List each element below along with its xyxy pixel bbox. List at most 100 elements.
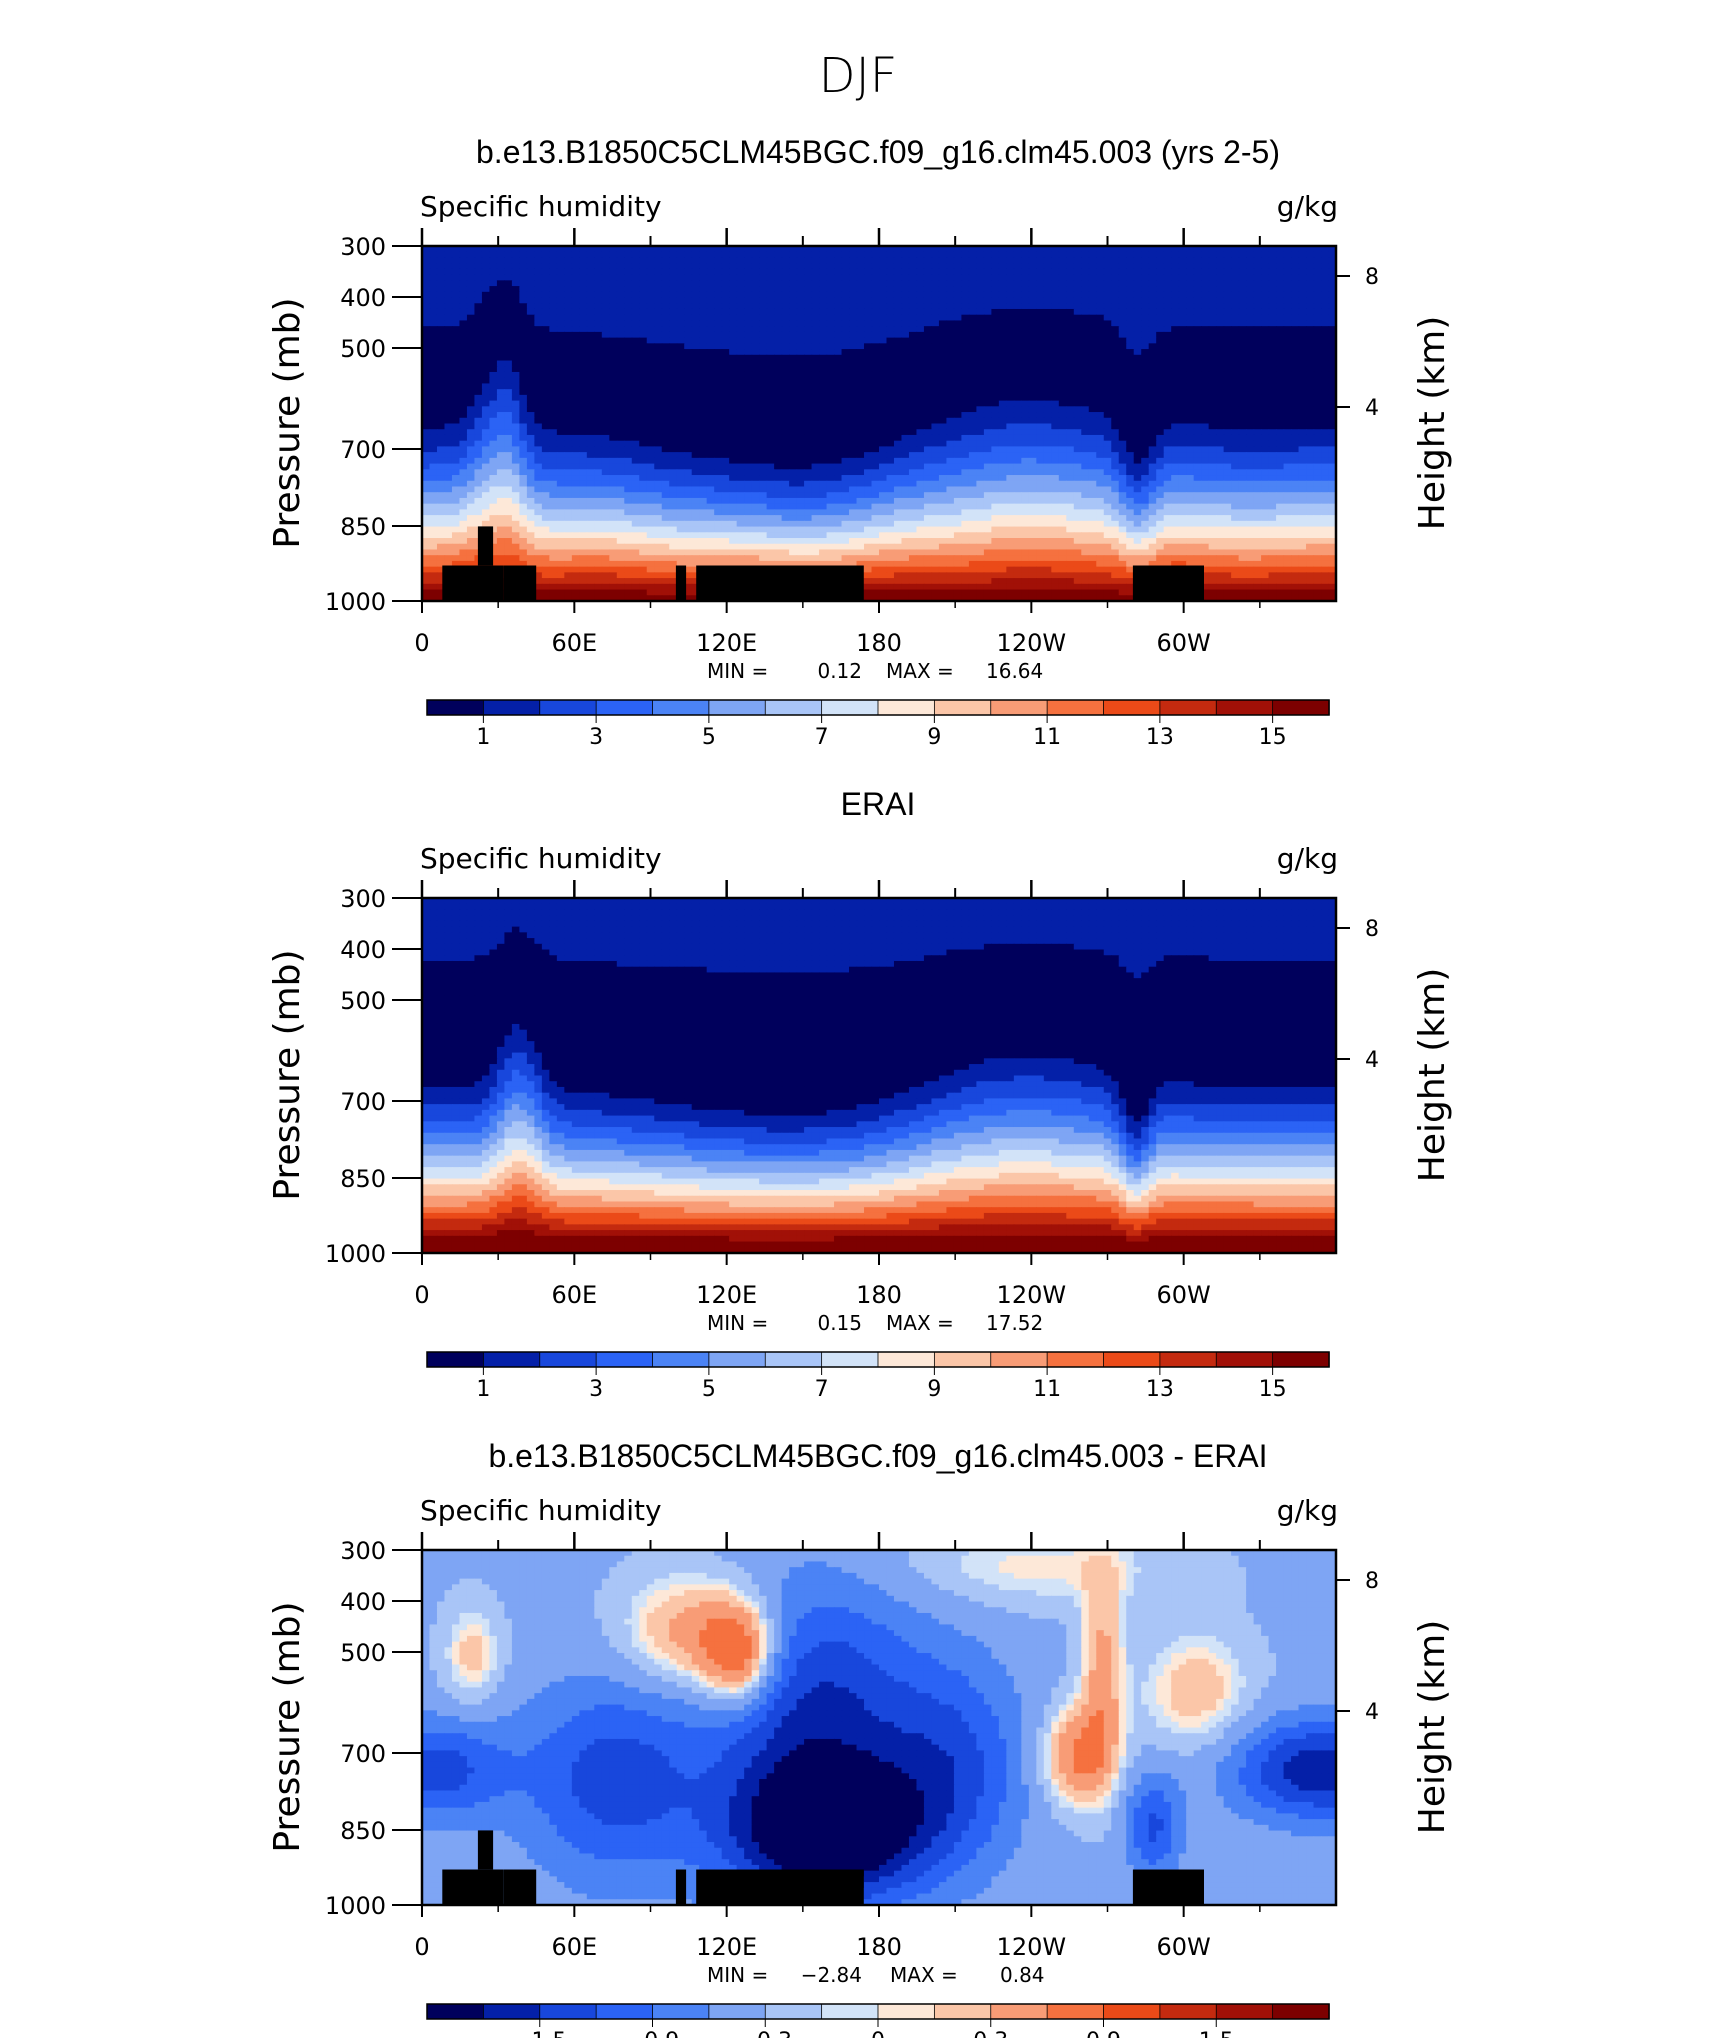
contour-cell: [639, 326, 648, 333]
contour-cell: [541, 463, 550, 470]
contour-cell: [496, 429, 506, 436]
contour-cell: [1328, 268, 1336, 276]
contour-cell: [1276, 440, 1285, 448]
contour-cell: [998, 394, 1007, 402]
contour-cell: [931, 286, 940, 293]
contour-cell: [706, 354, 715, 362]
contour-cell: [1298, 268, 1307, 276]
contour-cell: [953, 268, 963, 276]
contour-cell: [1021, 280, 1030, 287]
contour-cell: [1298, 412, 1307, 419]
contour-cell: [871, 349, 880, 356]
contour-cell: [729, 452, 738, 459]
contour-cell: [841, 406, 850, 413]
contour-cell: [976, 371, 985, 379]
contour-cell: [1261, 320, 1270, 327]
contour-cell: [1111, 389, 1120, 396]
contour-cell: [1021, 452, 1030, 459]
contour-cell: [998, 434, 1007, 442]
contour-cell: [496, 389, 506, 396]
contour-cell: [459, 314, 468, 322]
contour-cell: [586, 400, 595, 407]
contour-cell: [744, 389, 753, 396]
contour-cell: [556, 383, 565, 390]
contour-cell: [901, 452, 910, 459]
contour-cell: [1036, 406, 1045, 413]
contour-cell: [1141, 263, 1150, 270]
contour-cell: [781, 452, 790, 459]
contour-cell: [609, 263, 618, 270]
contour-cell: [976, 400, 985, 407]
contour-cell: [616, 320, 625, 327]
contour-cell: [811, 429, 820, 436]
contour-cell: [594, 349, 603, 356]
contour-cell: [983, 423, 992, 430]
contour-cell: [549, 446, 558, 453]
contour-cell: [1321, 354, 1330, 362]
contour-cell: [1321, 303, 1330, 310]
contour-cell: [908, 412, 918, 419]
contour-cell: [1043, 314, 1052, 322]
contour-cell: [1291, 366, 1300, 373]
contour-cell: [991, 412, 1000, 419]
contour-cell: [931, 377, 940, 385]
contour-cell: [856, 469, 865, 476]
contour-cell: [759, 434, 768, 442]
contour-cell: [923, 291, 933, 299]
contour-cell: [1043, 475, 1052, 482]
contour-cell: [511, 389, 520, 396]
contour-cell: [624, 400, 633, 407]
contour-cell: [1186, 377, 1195, 385]
contour-cell: [729, 440, 738, 448]
contour-cell: [893, 389, 903, 396]
contour-cell: [616, 326, 625, 333]
contour-cell: [1253, 469, 1262, 476]
contour-cell: [886, 337, 895, 344]
contour-cell: [684, 291, 693, 299]
contour-cell: [661, 343, 670, 350]
contour-cell: [496, 274, 506, 281]
contour-cell: [766, 354, 775, 362]
contour-cell: [759, 326, 768, 333]
contour-cell: [706, 371, 715, 379]
contour-cell: [519, 280, 528, 287]
contour-cell: [1081, 303, 1090, 310]
contour-cell: [549, 291, 558, 299]
contour-cell: [534, 257, 543, 264]
contour-cell: [534, 314, 543, 322]
contour-cell: [444, 326, 453, 333]
contour-cell: [474, 366, 483, 373]
contour-cell: [1186, 400, 1195, 407]
contour-cell: [961, 457, 970, 465]
contour-cell: [1328, 400, 1336, 407]
contour-cell: [496, 440, 506, 448]
contour-cell: [1111, 440, 1120, 448]
contour-cell: [1298, 303, 1307, 310]
contour-cell: [624, 452, 633, 459]
contour-cell: [526, 469, 535, 476]
contour-cell: [819, 337, 828, 344]
contour-cell: [721, 320, 730, 327]
contour-cell: [864, 314, 873, 322]
contour-cell: [1291, 423, 1300, 430]
contour-cell: [961, 366, 970, 373]
contour-cell: [879, 360, 888, 367]
contour-cell: [991, 475, 1000, 482]
contour-cell: [729, 246, 738, 253]
contour-cell: [504, 371, 513, 379]
contour-cell: [1126, 314, 1135, 322]
contour-cell: [1118, 434, 1127, 442]
contour-cell: [1028, 389, 1037, 396]
contour-cell: [676, 303, 685, 310]
contour-cell: [751, 257, 760, 264]
contour-cell: [624, 349, 633, 356]
contour-cell: [1036, 417, 1045, 425]
contour-cell: [691, 423, 700, 430]
contour-cell: [751, 406, 760, 413]
contour-cell: [564, 469, 573, 476]
contour-cell: [556, 406, 565, 413]
contour-cell: [549, 475, 558, 482]
contour-cell: [654, 291, 663, 299]
contour-cell: [1328, 314, 1336, 322]
contour-cell: [1073, 303, 1082, 310]
